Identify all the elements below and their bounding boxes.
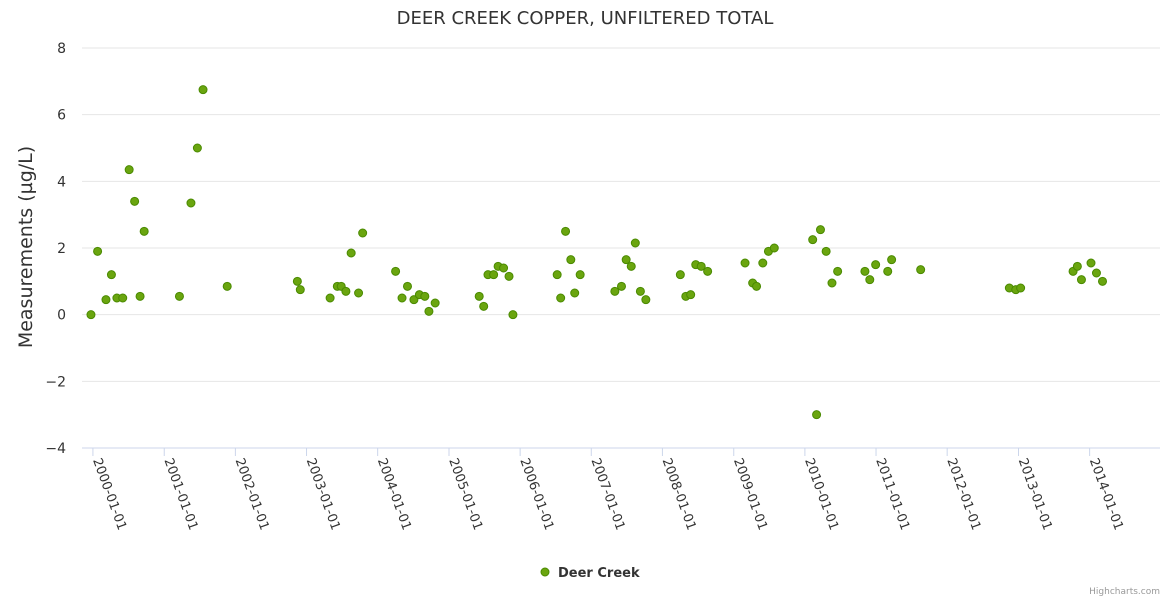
data-point[interactable]	[222, 281, 232, 291]
data-point[interactable]	[1086, 258, 1096, 268]
data-point[interactable]	[295, 285, 305, 295]
data-point[interactable]	[833, 266, 843, 276]
data-point[interactable]	[769, 243, 779, 253]
data-point[interactable]	[860, 266, 870, 276]
data-point[interactable]	[1091, 268, 1101, 278]
data-point[interactable]	[740, 258, 750, 268]
data-point[interactable]	[865, 275, 875, 285]
data-point[interactable]	[561, 226, 571, 236]
data-point[interactable]	[346, 248, 356, 258]
data-point[interactable]	[1076, 275, 1086, 285]
data-point[interactable]	[641, 295, 651, 305]
data-point[interactable]	[610, 286, 620, 296]
data-points	[86, 85, 1108, 420]
data-point[interactable]	[752, 281, 762, 291]
data-point[interactable]	[1098, 276, 1108, 286]
data-point[interactable]	[391, 266, 401, 276]
y-tick-label: −2	[45, 374, 66, 390]
data-point[interactable]	[508, 310, 518, 320]
data-point[interactable]	[420, 291, 430, 301]
data-point[interactable]	[93, 246, 103, 256]
data-point[interactable]	[635, 286, 645, 296]
data-point[interactable]	[186, 198, 196, 208]
data-point[interactable]	[758, 258, 768, 268]
data-point[interactable]	[292, 276, 302, 286]
data-point[interactable]	[130, 196, 140, 206]
data-point[interactable]	[139, 226, 149, 236]
data-point[interactable]	[192, 143, 202, 153]
data-point[interactable]	[124, 165, 134, 175]
data-point[interactable]	[871, 260, 881, 270]
data-point[interactable]	[499, 263, 509, 273]
y-tick-label: 0	[57, 308, 66, 324]
data-point[interactable]	[101, 295, 111, 305]
data-point[interactable]	[198, 85, 208, 95]
grid-lines	[82, 47, 1160, 449]
data-point[interactable]	[358, 228, 368, 238]
data-point[interactable]	[474, 291, 484, 301]
data-point[interactable]	[556, 293, 566, 303]
data-point[interactable]	[630, 238, 640, 248]
credits-link[interactable]: Highcharts.com	[1089, 587, 1160, 597]
data-point[interactable]	[815, 225, 825, 235]
data-point[interactable]	[812, 410, 822, 420]
data-point[interactable]	[341, 286, 351, 296]
data-point[interactable]	[575, 270, 585, 280]
data-point[interactable]	[808, 235, 818, 245]
data-point[interactable]	[118, 293, 128, 303]
data-point[interactable]	[570, 288, 580, 298]
y-tick-label: 2	[57, 241, 66, 257]
data-point[interactable]	[106, 270, 116, 280]
data-point[interactable]	[916, 265, 926, 275]
y-axis-label: Measurements (µg/L)	[15, 146, 37, 348]
data-point[interactable]	[430, 298, 440, 308]
chart-title: DEER CREEK COPPER, UNFILTERED TOTAL	[397, 8, 774, 29]
data-point[interactable]	[696, 261, 706, 271]
data-point[interactable]	[686, 290, 696, 300]
data-point[interactable]	[397, 293, 407, 303]
data-point[interactable]	[354, 288, 364, 298]
data-point[interactable]	[479, 301, 489, 311]
data-point[interactable]	[409, 295, 419, 305]
data-point[interactable]	[1072, 261, 1082, 271]
data-point[interactable]	[675, 270, 685, 280]
legend-item-deer-creek[interactable]: Deer Creek	[558, 566, 640, 581]
data-point[interactable]	[86, 310, 96, 320]
data-point[interactable]	[325, 293, 335, 303]
y-axis-ticks: −4 −2 0 2 4 6 8	[45, 41, 66, 457]
data-point[interactable]	[552, 270, 562, 280]
data-point[interactable]	[504, 271, 514, 281]
data-point[interactable]	[821, 246, 831, 256]
data-point[interactable]	[621, 255, 631, 265]
data-point[interactable]	[1016, 283, 1026, 293]
data-point[interactable]	[174, 291, 184, 301]
data-point[interactable]	[566, 255, 576, 265]
y-tick-label: −4	[45, 441, 66, 457]
data-point[interactable]	[827, 278, 837, 288]
data-point[interactable]	[887, 255, 897, 265]
legend-marker-deer-creek[interactable]	[540, 567, 550, 577]
y-tick-label: 8	[57, 41, 66, 57]
data-point[interactable]	[489, 270, 499, 280]
data-point[interactable]	[135, 291, 145, 301]
data-point[interactable]	[883, 266, 893, 276]
data-point[interactable]	[626, 261, 636, 271]
y-tick-label: 6	[57, 108, 66, 124]
y-tick-label: 4	[57, 174, 66, 190]
data-point[interactable]	[703, 266, 713, 276]
legend[interactable]: Deer Creek	[540, 566, 640, 581]
data-point[interactable]	[424, 306, 434, 316]
data-point[interactable]	[402, 281, 412, 291]
data-point[interactable]	[616, 281, 626, 291]
